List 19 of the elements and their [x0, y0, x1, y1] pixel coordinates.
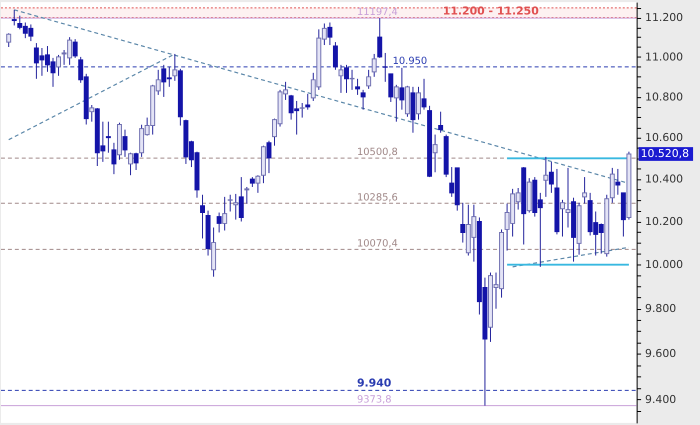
y-tick-label: 10.800: [645, 90, 684, 104]
y-tick-label: 11.200: [645, 11, 684, 24]
text: 10.520,8: [640, 146, 690, 160]
y-tick-label: 10.600: [645, 131, 684, 144]
y-tick-label: 9.400: [645, 393, 676, 406]
ref-line-label: 10070,4: [356, 238, 398, 250]
annotation: 9.940: [356, 376, 392, 390]
band-label: 11.200 - 11.250: [442, 4, 540, 18]
y-tick-label: 9.800: [645, 302, 676, 316]
ref-line-label: 10500,8: [356, 147, 398, 158]
ref-line-label: 10.950: [392, 56, 428, 67]
y-tick-label: 10.400: [645, 172, 684, 186]
ref-line-label: 10285,6: [356, 192, 398, 204]
ref-line-label: 11197,4: [356, 7, 398, 18]
ref-line-label: 9373,8: [356, 394, 392, 406]
y-tick-label: 9.600: [645, 347, 676, 360]
y-tick-label: 10.200: [645, 214, 684, 228]
y-tick-label: 11.000: [645, 50, 684, 64]
y-tick-label: 10.000: [645, 258, 684, 272]
